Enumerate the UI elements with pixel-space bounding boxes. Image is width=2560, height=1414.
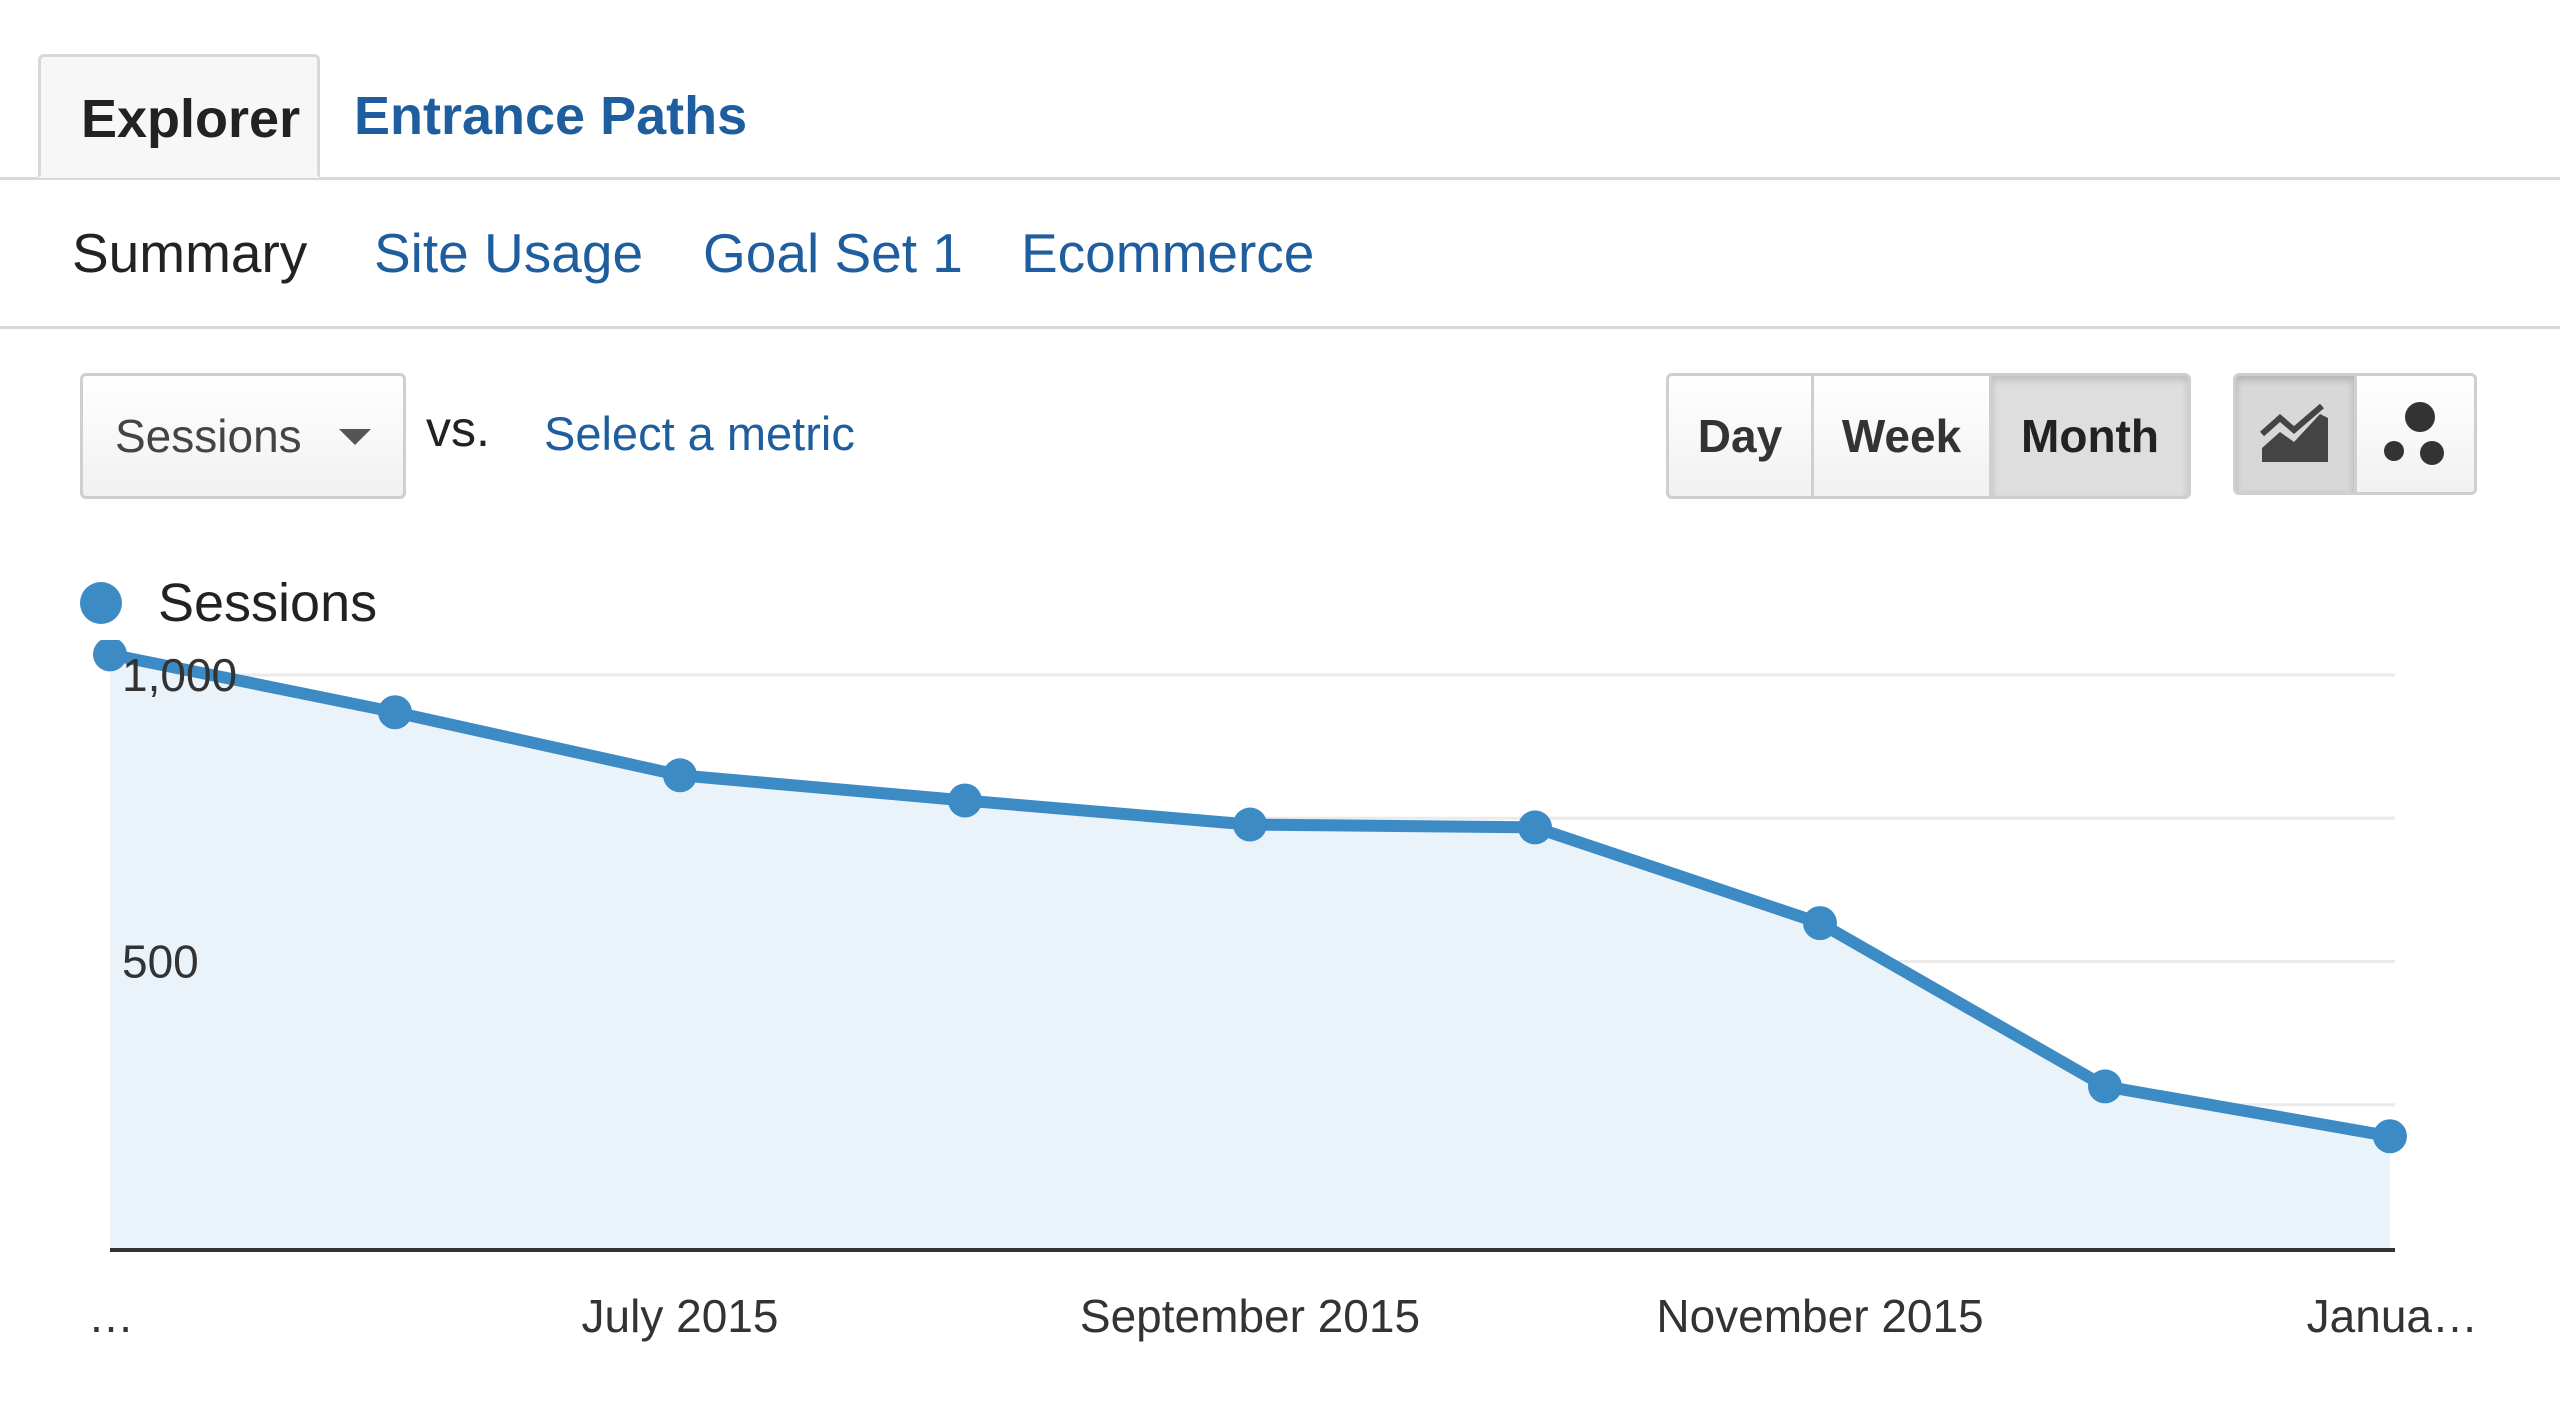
data-point[interactable] [93, 640, 127, 672]
metric-dropdown[interactable]: Sessions [80, 373, 406, 499]
period-toggle: Day Week Month [1666, 373, 2191, 499]
data-point[interactable] [2373, 1119, 2407, 1154]
metric-dropdown-label: Sessions [115, 410, 302, 462]
chart-view-toggle [2233, 373, 2477, 495]
tab-entrance-paths[interactable]: Entrance Paths [354, 86, 748, 146]
subnav-ecommerce[interactable]: Ecommerce [1021, 222, 1315, 284]
y-tick-label: 500 [122, 936, 199, 988]
y-tick-label: 1,000 [122, 649, 237, 701]
legend-label: Sessions [158, 573, 378, 633]
chart-legend: Sessions [80, 565, 377, 641]
select-metric-link[interactable]: Select a metric [544, 407, 855, 460]
day-button[interactable]: Day [1697, 410, 1783, 462]
data-point[interactable] [948, 783, 982, 818]
y-tick-labels: 1,000 500 [122, 649, 237, 988]
subnav-site-usage[interactable]: Site Usage [374, 222, 644, 284]
tab-explorer[interactable]: Explorer [38, 54, 320, 178]
x-tick-label: July 2015 [582, 1290, 779, 1342]
x-tick-label: September 2015 [1080, 1290, 1420, 1342]
data-point[interactable] [663, 758, 697, 793]
data-points [93, 640, 2407, 1154]
x-tick-labels: … July 2015 September 2015 November 2015 Jan… [88, 1290, 2478, 1342]
line-chart-icon [2259, 404, 2328, 462]
report-subnav: Summary Site Usage Goal Set 1 Ecommerce [0, 180, 2560, 329]
x-tick-label: Janua… [2307, 1290, 2478, 1342]
line-chart-button[interactable] [2236, 376, 2354, 492]
x-tick-label: … [88, 1290, 134, 1342]
month-button[interactable]: Month [1989, 376, 2188, 496]
subnav-goal-set-1[interactable]: Goal Set 1 [703, 222, 963, 284]
vs-label: vs. [426, 401, 490, 457]
data-point[interactable] [378, 695, 412, 730]
tab-bar: Explorer Entrance Paths [0, 0, 2560, 180]
motion-chart-icon [2384, 402, 2445, 465]
data-point[interactable] [2088, 1069, 2122, 1104]
chevron-down-icon [339, 429, 371, 445]
data-point[interactable] [1518, 810, 1552, 845]
subnav-summary: Summary [72, 222, 308, 284]
data-point[interactable] [1803, 906, 1837, 941]
data-point[interactable] [1233, 807, 1267, 842]
x-tick-label: November 2015 [1656, 1290, 1983, 1342]
legend-swatch [80, 582, 122, 624]
series-area [110, 654, 2390, 1248]
sessions-chart: 1,000 500 … July 2015 September 2015 Novembe… [88, 640, 2478, 1342]
week-button[interactable]: Week [1811, 376, 1989, 496]
motion-chart-button[interactable] [2353, 376, 2475, 492]
